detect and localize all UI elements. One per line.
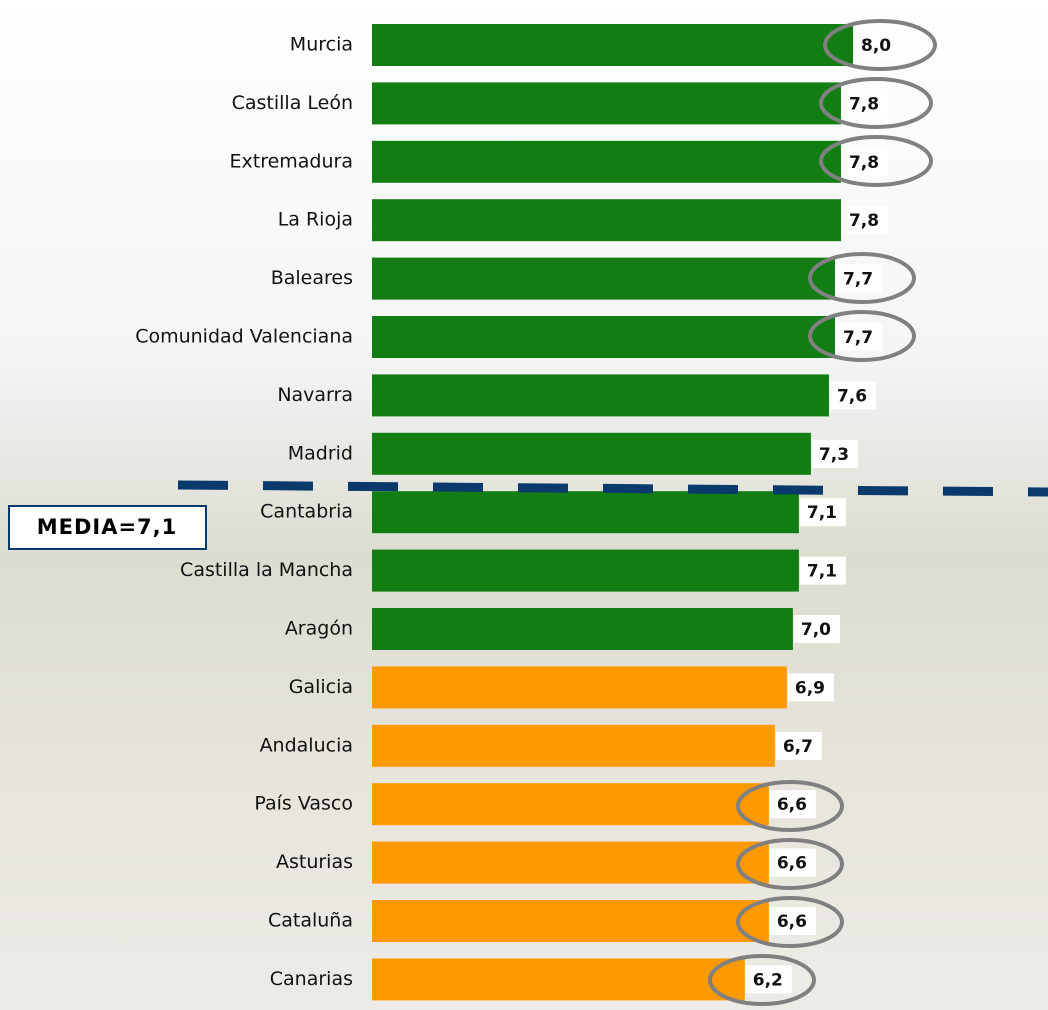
category-label: Navarra (277, 384, 353, 406)
category-label: Galicia (289, 676, 353, 698)
bar (372, 258, 835, 300)
bar (372, 725, 775, 767)
category-label: Baleares (271, 267, 353, 289)
value-label: 7,8 (849, 94, 879, 114)
value-label: 7,6 (837, 386, 867, 406)
category-label: Madrid (288, 442, 353, 464)
value-label: 6,6 (777, 795, 807, 815)
bar (372, 900, 769, 942)
bar (372, 433, 811, 475)
value-label: 6,7 (783, 737, 813, 757)
value-label: 6,2 (753, 970, 783, 990)
bar (372, 141, 841, 183)
category-label: Extremadura (230, 150, 354, 172)
category-label: Castilla León (232, 92, 353, 114)
category-label: Comunidad Valenciana (135, 326, 353, 348)
bar (372, 842, 769, 884)
chart: Murcia 8,0 Castilla León 7,8 Extremadura 7,8 L… (0, 0, 1048, 1010)
bar (372, 958, 745, 1000)
category-label: Murcia (290, 34, 353, 56)
category-label: Andalucia (260, 734, 353, 756)
value-label: 6,6 (777, 854, 807, 874)
category-label: Castilla la Mancha (180, 559, 353, 581)
category-label: Asturias (276, 851, 353, 873)
category-label: Canarias (270, 968, 353, 990)
value-label: 7,1 (807, 562, 837, 582)
category-label: Cantabria (260, 501, 353, 523)
bar (372, 374, 829, 416)
bar (372, 491, 799, 533)
bar (372, 82, 841, 124)
annotation: MEDIA=7,1 (37, 515, 178, 539)
value-label: 7,3 (819, 445, 849, 465)
value-label: 7,1 (807, 503, 837, 523)
category-label: La Rioja (278, 209, 353, 231)
category-label: Aragón (285, 618, 353, 640)
category-label: Cataluña (268, 910, 353, 932)
bar (372, 199, 841, 241)
category-label: País Vasco (254, 793, 353, 815)
value-label: 7,7 (843, 270, 873, 290)
value-label: 8,0 (861, 36, 891, 56)
value-label: 7,8 (849, 211, 879, 231)
bar (372, 550, 799, 592)
value-label: 6,9 (795, 678, 825, 698)
bar (372, 316, 835, 358)
value-label: 7,0 (801, 620, 831, 640)
page: Murcia 8,0 Castilla León 7,8 Extremadura 7,8 L… (0, 0, 1048, 1010)
value-label: 6,6 (777, 912, 807, 932)
value-label: 7,7 (843, 328, 873, 348)
bar (372, 666, 787, 708)
bar (372, 24, 853, 66)
value-label: 7,8 (849, 153, 879, 173)
bar (372, 608, 793, 650)
bar (372, 783, 769, 825)
